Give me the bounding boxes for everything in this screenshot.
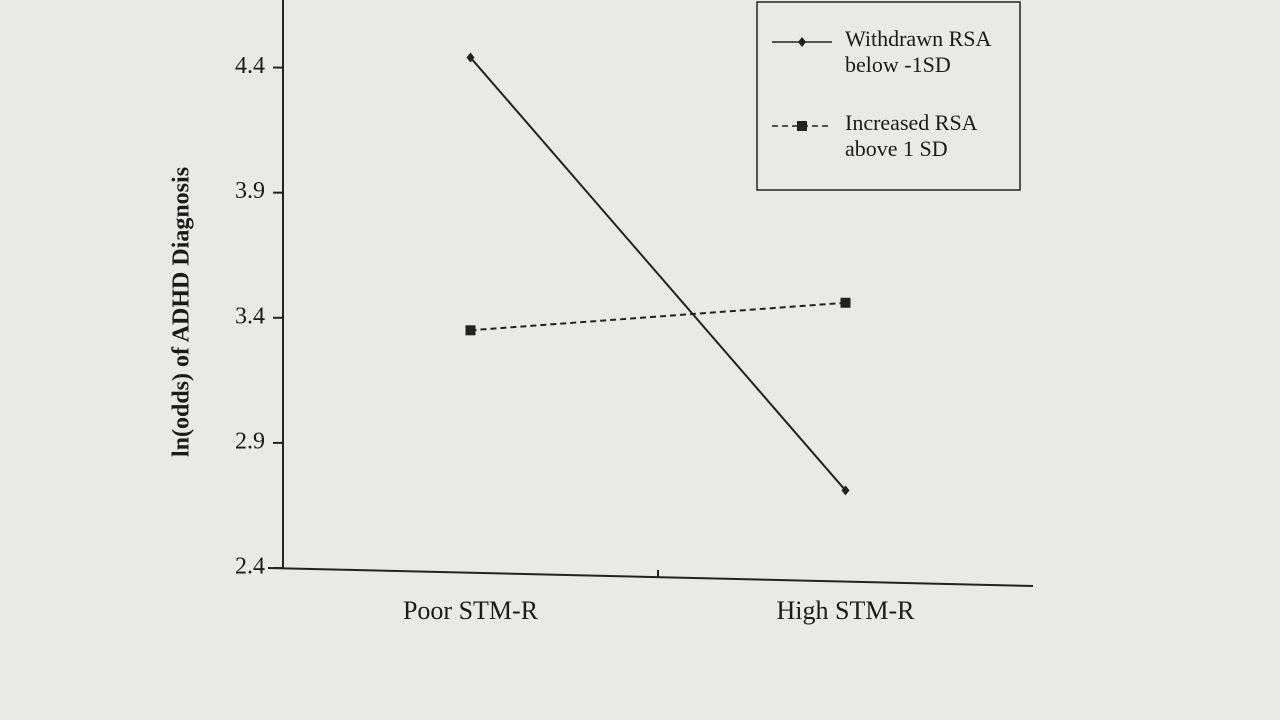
y-tick-label: 2.9 (235, 428, 265, 454)
x-tick-label: High STM-R (777, 596, 916, 625)
y-tick-label: 3.4 (235, 303, 265, 329)
y-tick-label: 4.4 (235, 53, 265, 79)
x-axis (267, 567, 1034, 587)
marker (841, 485, 850, 496)
series-line (469, 56, 847, 492)
marker (465, 325, 476, 336)
marker (466, 52, 475, 63)
x-tick-label: Poor STM-R (403, 596, 539, 625)
legend-entry: Increased RSA above 1 SD (845, 110, 977, 161)
y-axis-label: ln(odds) of ADHD Diagnosis (169, 167, 195, 457)
series-line (470, 301, 846, 332)
legend-label: Increased RSA above 1 SD (845, 110, 977, 161)
y-tick-label: 2.4 (235, 554, 265, 580)
legend-marker (798, 37, 806, 47)
legend-entry: Withdrawn RSA below -1SD (845, 26, 991, 77)
marker (840, 297, 851, 308)
legend-label: Withdrawn RSA below -1SD (845, 26, 991, 77)
legend-marker (797, 121, 807, 131)
legend-box (756, 1, 1021, 191)
y-tick-label: 3.9 (235, 178, 265, 204)
